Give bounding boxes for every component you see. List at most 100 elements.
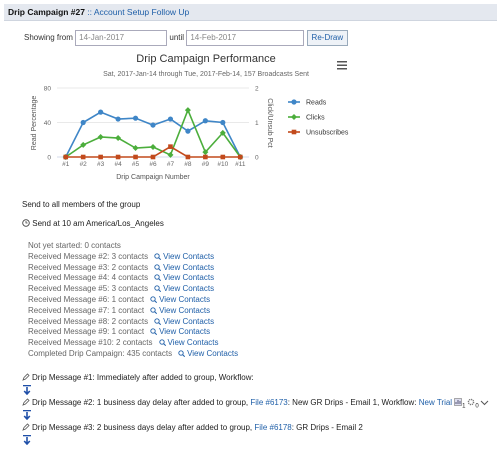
status-text: Received Message #2: 3 contacts bbox=[28, 251, 149, 261]
point bbox=[167, 151, 174, 158]
status-row: Received Message #10: 2 contacts View Con… bbox=[28, 337, 219, 348]
point bbox=[237, 154, 243, 160]
status-text: Received Message #6: 1 contact bbox=[28, 295, 145, 304]
point bbox=[150, 143, 156, 150]
message-text: Drip Message #3: 2 business days delay a… bbox=[32, 423, 253, 432]
x-tick-label: #2 bbox=[80, 161, 88, 168]
header-bar: Drip Campaign #27 :: Account Setup Follo… bbox=[4, 4, 497, 21]
view-contacts-link[interactable]: View Contacts bbox=[178, 349, 238, 358]
point bbox=[202, 149, 209, 156]
legend-marker bbox=[291, 129, 297, 135]
y2-tick-label: 2 bbox=[255, 86, 259, 93]
y2-tick-label: 0 bbox=[255, 155, 259, 162]
view-contacts-link[interactable]: View Contacts bbox=[150, 295, 210, 304]
point bbox=[185, 154, 191, 160]
point bbox=[115, 154, 121, 160]
file-link[interactable]: File #6178 bbox=[254, 423, 292, 432]
send-group: Send to all members of the group bbox=[22, 200, 141, 209]
message-text: Drip Message #1: Immediately after added… bbox=[32, 373, 254, 382]
view-contacts-text[interactable]: View Contacts bbox=[159, 305, 211, 315]
menu-bar bbox=[337, 61, 347, 63]
status-text: Received Message #9: 1 contact bbox=[28, 327, 145, 337]
point bbox=[203, 154, 208, 160]
drip-message: Drip Message #3: 2 business days delay a… bbox=[22, 423, 363, 432]
status-row: Received Message #3: 2 contacts View Cont… bbox=[28, 262, 214, 273]
point bbox=[80, 119, 86, 126]
file-link[interactable]: File #6173 bbox=[250, 398, 288, 407]
view-contacts-text[interactable]: View Contacts bbox=[163, 251, 215, 261]
series-line bbox=[65, 111, 241, 158]
status-text: Received Message #3: 2 contacts bbox=[28, 262, 149, 272]
view-contacts-text[interactable]: View Contacts bbox=[163, 284, 215, 294]
edit-icon[interactable] bbox=[22, 423, 30, 431]
chart-title: Drip Campaign Performance bbox=[136, 53, 275, 65]
status-text: Received Message #5: 3 contacts bbox=[28, 284, 149, 294]
view-contacts-text[interactable]: View Contacts bbox=[163, 262, 215, 272]
point bbox=[80, 154, 86, 160]
view-contacts-link[interactable]: View Contacts bbox=[154, 263, 214, 272]
view-contacts-text[interactable]: View Contacts bbox=[167, 338, 219, 348]
view-contacts-text[interactable]: View Contacts bbox=[163, 273, 215, 283]
gear-icon[interactable] bbox=[467, 398, 475, 406]
point bbox=[168, 144, 173, 149]
chart-subtitle: Sat, 2017-Jan-14 through Tue, 2017-Feb-1… bbox=[103, 71, 309, 78]
status-text: Not yet started: 0 contacts bbox=[28, 241, 121, 250]
point bbox=[220, 154, 226, 160]
search-icon bbox=[154, 263, 162, 271]
view-contacts-link[interactable]: View Contacts bbox=[158, 338, 219, 348]
message-text: Drip Message #2: 1 business day delay af… bbox=[32, 398, 249, 407]
point bbox=[150, 154, 156, 160]
x-tick-label: #7 bbox=[167, 161, 175, 168]
legend-marker bbox=[291, 114, 297, 120]
workflow-link[interactable]: New Trial bbox=[418, 398, 453, 407]
view-contacts-text[interactable]: View Contacts bbox=[159, 295, 211, 304]
send-time-row: Send at 10 am America/Los_Angeles bbox=[22, 219, 164, 228]
view-contacts-link[interactable]: View Contacts bbox=[150, 306, 210, 315]
view-contacts-link[interactable]: View Contacts bbox=[154, 317, 214, 326]
filter-row: Showing from 14-Jan-2017 until 14-Feb-20… bbox=[24, 30, 349, 46]
view-contacts-text[interactable]: View Contacts bbox=[163, 316, 215, 326]
legend-label: Clicks bbox=[306, 115, 325, 122]
y-tick-label: 80 bbox=[44, 86, 52, 93]
search-icon bbox=[154, 285, 162, 293]
redraw-button[interactable]: Re-Draw bbox=[306, 30, 349, 46]
expand-icon[interactable] bbox=[480, 398, 489, 406]
x-tick-label: #10 bbox=[217, 161, 228, 168]
edit-icon[interactable] bbox=[22, 373, 30, 381]
menu-icon[interactable] bbox=[337, 61, 347, 70]
from-input[interactable]: 14-Jan-2017 bbox=[75, 30, 168, 46]
status-text: Received Message #8: 2 contacts bbox=[28, 316, 149, 326]
point bbox=[167, 116, 174, 122]
search-icon bbox=[154, 317, 162, 325]
from-label: Showing from bbox=[24, 33, 73, 43]
point bbox=[97, 133, 104, 140]
clock-icon bbox=[22, 219, 30, 227]
search-icon bbox=[158, 339, 166, 347]
y-tick-label: 40 bbox=[44, 120, 52, 127]
edit-icon[interactable] bbox=[22, 398, 30, 406]
point bbox=[184, 107, 191, 114]
view-contacts-text[interactable]: View Contacts bbox=[187, 349, 239, 358]
stats-icon[interactable] bbox=[454, 398, 462, 406]
search-icon bbox=[154, 253, 162, 260]
status-row: Not yet started: 0 contacts bbox=[28, 240, 121, 251]
view-contacts-link[interactable]: View Contacts bbox=[154, 252, 214, 261]
view-contacts-link[interactable]: View Contacts bbox=[150, 327, 210, 336]
x-tick-label: #9 bbox=[202, 161, 210, 168]
x-tick-label: #6 bbox=[149, 161, 157, 168]
point bbox=[98, 109, 104, 115]
view-contacts-text[interactable]: View Contacts bbox=[159, 327, 211, 337]
view-contacts-link[interactable]: View Contacts bbox=[154, 273, 214, 282]
until-input[interactable]: 14-Feb-2017 bbox=[186, 30, 305, 46]
legend-marker bbox=[291, 99, 297, 105]
search-icon bbox=[150, 307, 158, 314]
x-tick-label: #4 bbox=[114, 161, 122, 168]
legend-label: Unsubscribes bbox=[306, 130, 349, 137]
header-subtitle[interactable]: :: Account Setup Follow Up bbox=[87, 7, 190, 17]
point bbox=[185, 128, 191, 134]
view-contacts-link[interactable]: View Contacts bbox=[154, 284, 214, 293]
menu-bar bbox=[337, 64, 347, 66]
y2-axis-label: Click/Unsub Pct bbox=[266, 98, 273, 147]
point bbox=[80, 141, 87, 148]
point bbox=[150, 122, 156, 128]
